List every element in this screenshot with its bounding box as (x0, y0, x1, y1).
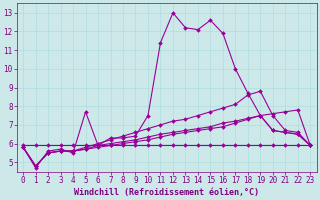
X-axis label: Windchill (Refroidissement éolien,°C): Windchill (Refroidissement éolien,°C) (74, 188, 259, 197)
